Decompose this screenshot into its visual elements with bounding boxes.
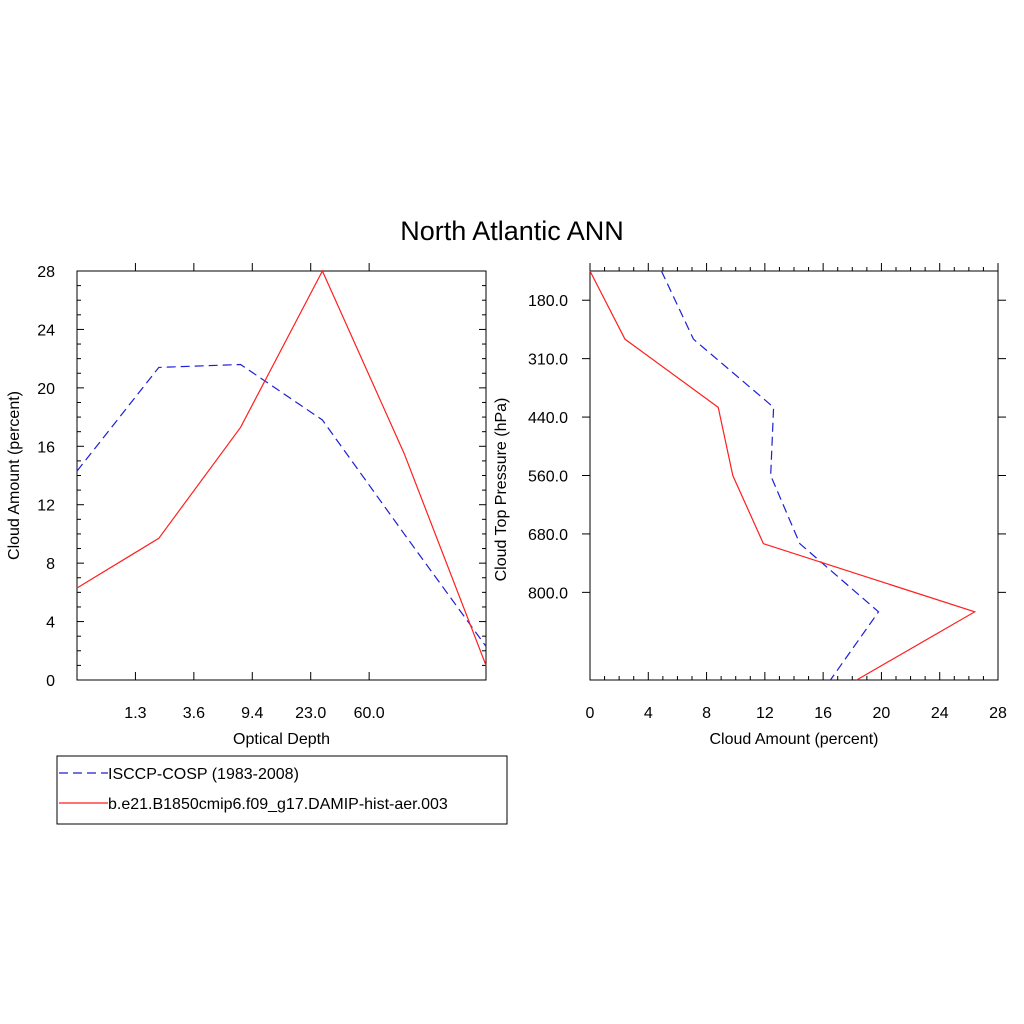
right-x-axis-label: Cloud Amount (percent) (710, 731, 879, 748)
left-series-isccp (76, 363, 487, 647)
legend-box (56, 755, 508, 825)
right-x-tick-label: 12 (756, 705, 774, 722)
left-x-tick-label: 1.3 (124, 705, 146, 722)
right-x-tick-label: 4 (644, 705, 653, 722)
right-y-axis-label: Cloud Top Pressure (hPa) (493, 398, 510, 582)
right-plot-frame (589, 270, 999, 681)
right-y-tick-label: 680.0 (528, 527, 568, 544)
left-x-tick-label: 9.4 (241, 705, 263, 722)
right-x-tick-label: 0 (586, 705, 595, 722)
left-y-tick-label: 28 (37, 264, 55, 281)
right-plot-cloud-top-pressure: 0 4 8 12 16 20 24 28 180.0 310.0 440.0 560.0 680.0 80… (493, 263, 1007, 748)
right-x-tick-label: 16 (814, 705, 832, 722)
legend-label-model: b.e21.B1850cmip6.f09_g17.DAMIP-hist-aer.… (108, 796, 448, 813)
left-x-axis-label: Optical Depth (233, 731, 330, 748)
left-y-tick-label: 4 (46, 615, 55, 632)
legend-label-isccp: ISCCP-COSP (1983-2008) (108, 766, 299, 783)
left-y-tick-label: 24 (37, 322, 55, 339)
left-y-axis-label: Cloud Amount (percent) (6, 391, 23, 560)
right-x-tick-label: 8 (702, 705, 711, 722)
right-y-tick-label: 800.0 (528, 585, 568, 602)
chart-title: North Atlantic ANN (400, 216, 624, 246)
left-y-tick-label: 12 (37, 498, 55, 515)
left-plot-frame (76, 270, 487, 681)
right-series-model (589, 270, 977, 681)
left-x-tick-label: 3.6 (183, 705, 205, 722)
left-y-tick-label: 8 (46, 556, 55, 573)
right-y-tick-label: 560.0 (528, 469, 568, 486)
right-x-tick-label: 20 (873, 705, 891, 722)
left-y-tick-label: 16 (37, 439, 55, 456)
left-y-tick-label: 0 (46, 673, 55, 690)
right-series-isccp (660, 270, 880, 681)
right-y-tick-label: 180.0 (528, 293, 568, 310)
left-series-model (76, 269, 487, 666)
right-y-tick-label: 310.0 (528, 352, 568, 369)
left-x-tick-label: 23.0 (295, 705, 326, 722)
right-y-tick-label: 440.0 (528, 410, 568, 427)
left-plot-optical-depth: 0 4 8 12 16 20 24 28 1.3 3.6 9.4 23.0 60.0 Optical De… (6, 263, 487, 748)
legend: ISCCP-COSP (1983-2008) b.e21.B1850cmip6.… (56, 755, 508, 825)
right-x-tick-label: 24 (931, 705, 949, 722)
left-x-tick-label: 60.0 (354, 705, 385, 722)
right-x-tick-label: 28 (989, 705, 1007, 722)
left-y-tick-label: 20 (37, 381, 55, 398)
